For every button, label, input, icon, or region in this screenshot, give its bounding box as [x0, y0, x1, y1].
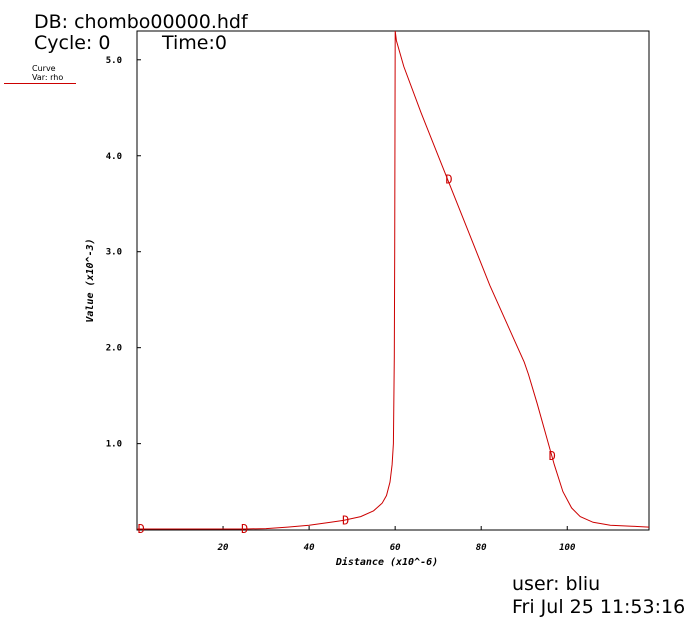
series-line — [137, 30, 650, 530]
chart-labels: 20 40 60 80 100 1.0 2.0 3.0 4.0 5.0 Distance (x10^… — [85, 56, 576, 568]
series-marker: D — [549, 449, 556, 463]
y-tick-label: 4.0 — [106, 152, 122, 162]
series-marker: D — [445, 173, 452, 187]
x-tick-label: 80 — [476, 543, 487, 553]
time-label: Time:0 — [162, 32, 227, 54]
x-tick-label: 100 — [559, 543, 576, 553]
y-tick-label: 1.0 — [106, 440, 122, 450]
legend-title: Curve — [32, 64, 56, 73]
date-label: Fri Jul 25 11:53:16 — [512, 596, 684, 618]
y-tick-label: 3.0 — [106, 248, 122, 258]
user-label: user: bliu — [512, 573, 601, 595]
x-tick-label: 40 — [304, 543, 315, 553]
y-tick-label: 2.0 — [106, 344, 122, 354]
series-marker: D — [138, 522, 145, 536]
series-marker: D — [342, 513, 349, 527]
chart-axes — [136, 30, 650, 531]
x-axis-label: Distance (x10^-6) — [335, 556, 438, 568]
cycle-label: Cycle: 0 — [34, 32, 111, 54]
database-title: DB: chombo00000.hdf — [34, 11, 248, 33]
x-tick-label: 20 — [217, 543, 229, 553]
plot-frame — [136, 30, 650, 531]
legend-line-swatch — [4, 83, 76, 84]
x-tick-label: 60 — [390, 543, 401, 553]
legend: Curve Var: rho — [4, 64, 76, 84]
chart-series: D D D D D — [137, 30, 650, 536]
series-marker: D — [241, 522, 248, 536]
legend-var-label: Var: rho — [32, 73, 64, 82]
y-tick-label: 5.0 — [106, 56, 122, 66]
y-axis-label: Value (x10^-3) — [85, 238, 96, 322]
